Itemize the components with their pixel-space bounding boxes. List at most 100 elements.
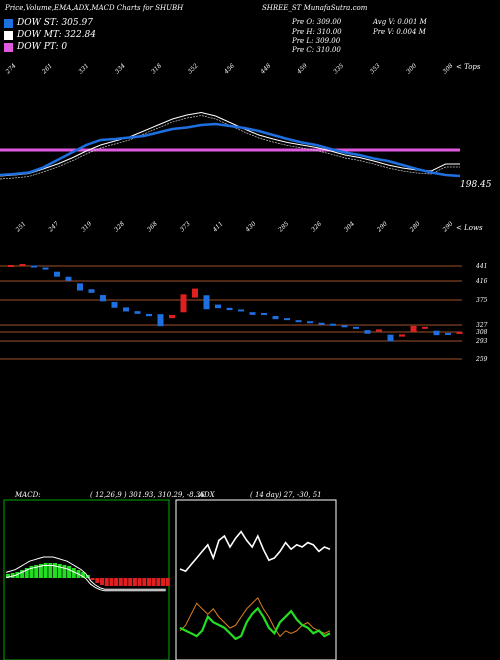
macd-bar [165, 578, 170, 586]
macd-bar [156, 578, 161, 586]
macd-bar [137, 578, 142, 586]
adx-params: ( 14 day) 27, -30, 51 [250, 491, 322, 499]
top-label: 300 [405, 62, 418, 75]
price-line [0, 115, 460, 180]
top-label: 274 [4, 62, 18, 76]
candle [399, 334, 405, 337]
macd-bar [147, 578, 151, 586]
price-level-label: 416 [475, 278, 488, 285]
tops-tag: < Tops [456, 63, 481, 71]
candle [65, 276, 72, 281]
macd-bar [53, 563, 57, 578]
legend-dow-mt: DOW MT: 322.84 [4, 30, 96, 40]
macd-bar [24, 568, 29, 578]
low-label: 411 [211, 220, 225, 234]
macd-bar [104, 578, 109, 586]
candle [203, 295, 210, 310]
top-label: 459 [295, 62, 309, 76]
stat-avg-volume: Avg V: 0.001 M [373, 18, 427, 26]
stat-prev-high: Pre H: 310.00 [292, 28, 342, 36]
low-label: 328 [113, 220, 126, 233]
macd-bar [67, 566, 72, 578]
legend-swatch-mt [4, 30, 13, 40]
stat-prev-close: Pre C: 310.00 [292, 46, 341, 54]
macd-bar [161, 578, 166, 586]
low-label: 430 [244, 220, 258, 234]
candle [376, 329, 382, 332]
price-level-label: 327 [476, 322, 488, 329]
candle [8, 265, 14, 267]
price-level-label: 375 [476, 297, 488, 304]
candle [422, 326, 428, 329]
macd-bar [90, 578, 95, 580]
macd-bar [123, 578, 128, 586]
lows-tag: < Lows [456, 224, 483, 232]
top-label: 334 [114, 62, 127, 75]
candle [180, 294, 187, 313]
price-level-label: 441 [475, 263, 487, 270]
candle [445, 332, 451, 335]
candle [88, 289, 95, 293]
candle [387, 334, 394, 342]
candle [261, 313, 267, 316]
candle [330, 323, 336, 326]
macd-bar [128, 578, 133, 586]
candle [307, 321, 313, 324]
legend-label-pt: DOW PT: 0 [17, 42, 68, 52]
macd-bar [109, 578, 114, 586]
candle [249, 312, 256, 315]
macd-bar [81, 572, 86, 578]
top-label: 456 [222, 62, 236, 76]
macd-bar [20, 570, 25, 578]
candle [192, 288, 198, 298]
candle [42, 267, 49, 270]
legend-label-st: DOW ST: 305.97 [17, 18, 93, 28]
low-label: 280 [408, 220, 422, 234]
low-label: 251 [14, 220, 28, 234]
low-label: 326 [310, 220, 323, 233]
macd-title: MACD: [15, 491, 41, 499]
dow-mt-line [0, 111, 460, 177]
price-level-label: 308 [476, 329, 488, 336]
signal-line [5, 565, 166, 592]
candle [134, 311, 141, 314]
low-label: 304 [343, 220, 356, 233]
low-label: 290 [375, 220, 389, 234]
legend-swatch-pt [4, 42, 13, 52]
macd-bar [29, 566, 34, 578]
stat-prev-volume: Pre V: 0.004 M [373, 28, 426, 36]
candle [318, 322, 325, 325]
candle [433, 330, 440, 336]
top-label: 353 [369, 62, 382, 75]
top-label: 335 [332, 62, 345, 75]
candle [272, 316, 279, 320]
candle [295, 320, 302, 323]
low-label: 319 [80, 220, 93, 233]
macd-bar [34, 565, 39, 578]
candle [341, 325, 348, 328]
macd-bar [142, 578, 147, 586]
macd-bar [38, 564, 43, 578]
low-label: 373 [179, 220, 192, 233]
chart-title-right: SHREE_ST MunafaSutra.com [262, 4, 368, 12]
legend-dow-st: DOW ST: 305.97 [4, 18, 93, 28]
macd-bar [62, 565, 67, 578]
top-label: 261 [40, 62, 54, 76]
minus-di-line [179, 596, 331, 638]
macd-bar [10, 573, 15, 578]
candle [238, 309, 244, 312]
macd-bar [132, 578, 137, 586]
macd-bar [100, 578, 104, 585]
macd-bar [151, 578, 156, 586]
price-level-label: 259 [475, 356, 488, 363]
low-label: 247 [47, 220, 61, 234]
candle [77, 283, 83, 291]
plus-di-line [179, 606, 331, 641]
candle [169, 315, 175, 319]
price-level-label: 293 [475, 338, 488, 345]
macd-line [5, 556, 166, 590]
candle [226, 307, 233, 311]
candle [157, 314, 164, 327]
chart-title-left: Price,Volume,EMA,ADX,MACD Charts for SHU… [5, 4, 184, 12]
stat-prev-low: Pre L: 309.00 [292, 37, 341, 45]
